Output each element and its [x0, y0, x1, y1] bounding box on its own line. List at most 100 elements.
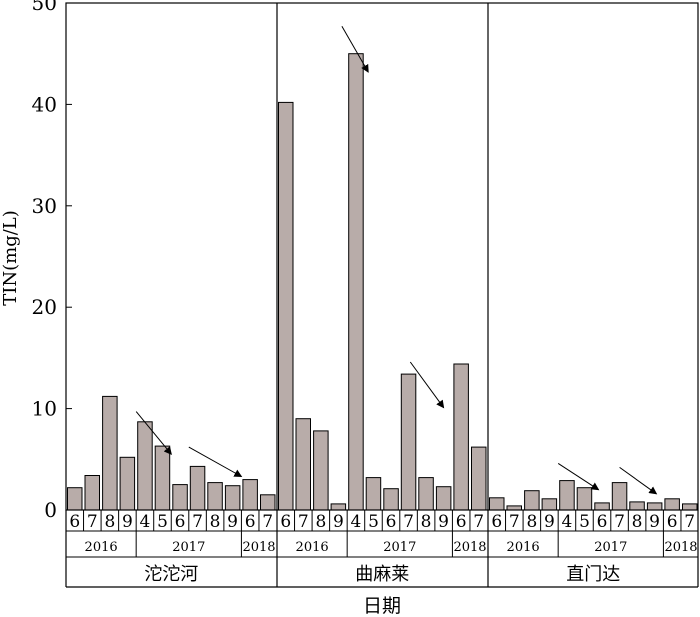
year-label: 2018 [664, 540, 697, 555]
bar [365, 477, 382, 511]
bar [453, 363, 469, 511]
bar [84, 475, 100, 511]
trend-arrow [135, 411, 172, 455]
bar [629, 501, 645, 511]
month-label: 6 [175, 512, 186, 532]
year-label: 2018 [242, 540, 275, 555]
trend-arrow [619, 466, 658, 495]
month-label: 7 [87, 512, 98, 532]
month-label: 7 [614, 512, 625, 532]
site-label: 曲麻莱 [355, 564, 409, 585]
trend-arrow [188, 446, 243, 477]
month-label: 9 [227, 512, 238, 532]
year-label: 2017 [383, 540, 416, 555]
bar [611, 482, 628, 511]
bar [664, 498, 680, 511]
month-label: 8 [104, 512, 115, 532]
month-label: 4 [561, 512, 572, 532]
month-label: 7 [262, 512, 273, 532]
month-label: 4 [139, 512, 150, 532]
bar [559, 480, 575, 511]
bar [471, 446, 487, 511]
month-label: 6 [456, 512, 467, 532]
bar [541, 498, 558, 511]
bar [260, 494, 276, 511]
site-label: 沱沱河 [144, 564, 198, 585]
bar [224, 485, 241, 511]
month-label: 7 [509, 512, 520, 532]
y-tick-label: 20 [32, 295, 57, 319]
y-tick-label: 10 [32, 397, 57, 421]
bar [682, 503, 698, 511]
plot-frame [65, 2, 699, 511]
trend-arrow [409, 361, 445, 409]
y-tick-label: 0 [44, 498, 57, 522]
y-tick-label: 50 [32, 0, 57, 15]
bar [172, 484, 188, 511]
month-label: 7 [192, 512, 203, 532]
site-label: 直门达 [566, 564, 620, 585]
y-tick-label: 40 [32, 92, 57, 116]
bar [154, 445, 171, 511]
month-label: 5 [579, 512, 590, 532]
month-label: 8 [632, 512, 643, 532]
bar [418, 477, 434, 511]
month-label: 9 [649, 512, 660, 532]
bar [524, 490, 540, 511]
bar [189, 465, 206, 511]
month-label: 6 [69, 512, 80, 532]
year-label: 2016 [296, 540, 329, 555]
bar [207, 482, 223, 511]
bar [383, 488, 399, 511]
month-label: 6 [597, 512, 608, 532]
bar [295, 418, 311, 511]
bar [330, 503, 347, 511]
bar [348, 53, 364, 511]
bar [278, 101, 294, 511]
month-label: 6 [245, 512, 256, 532]
year-label: 2016 [507, 540, 540, 555]
month-label: 5 [368, 512, 379, 532]
month-label: 6 [386, 512, 397, 532]
month-label: 4 [350, 512, 361, 532]
month-label: 7 [403, 512, 414, 532]
month-label: 6 [667, 512, 678, 532]
year-label: 2016 [85, 540, 118, 555]
bar [67, 487, 83, 511]
month-label: 8 [421, 512, 432, 532]
month-label: 6 [491, 512, 502, 532]
y-axis-title: TIN(mg/L) [0, 210, 21, 306]
month-label: 7 [298, 512, 309, 532]
month-label: 9 [122, 512, 133, 532]
month-label: 8 [315, 512, 326, 532]
bar [594, 502, 610, 511]
bar [400, 373, 417, 511]
trend-arrow [557, 462, 600, 491]
bar [646, 502, 663, 511]
month-label: 8 [526, 512, 537, 532]
year-label: 2018 [453, 540, 486, 555]
month-label: 9 [544, 512, 555, 532]
bar [102, 395, 118, 511]
month-label: 6 [280, 512, 291, 532]
year-label: 2017 [594, 540, 627, 555]
year-label: 2017 [172, 540, 205, 555]
bar [119, 456, 136, 511]
bar [435, 486, 452, 511]
month-label: 5 [157, 512, 168, 532]
month-label: 7 [684, 512, 695, 532]
trend-arrow [341, 26, 369, 73]
month-label: 7 [473, 512, 484, 532]
bar [506, 505, 522, 511]
bar [313, 430, 329, 511]
bar [137, 421, 153, 511]
y-tick-label: 30 [32, 194, 57, 218]
bar [489, 497, 505, 511]
x-axis-title: 日期 [363, 595, 401, 617]
month-label: 8 [210, 512, 221, 532]
month-label: 9 [333, 512, 344, 532]
bar [242, 479, 258, 511]
bar [576, 487, 593, 511]
month-label: 9 [438, 512, 449, 532]
